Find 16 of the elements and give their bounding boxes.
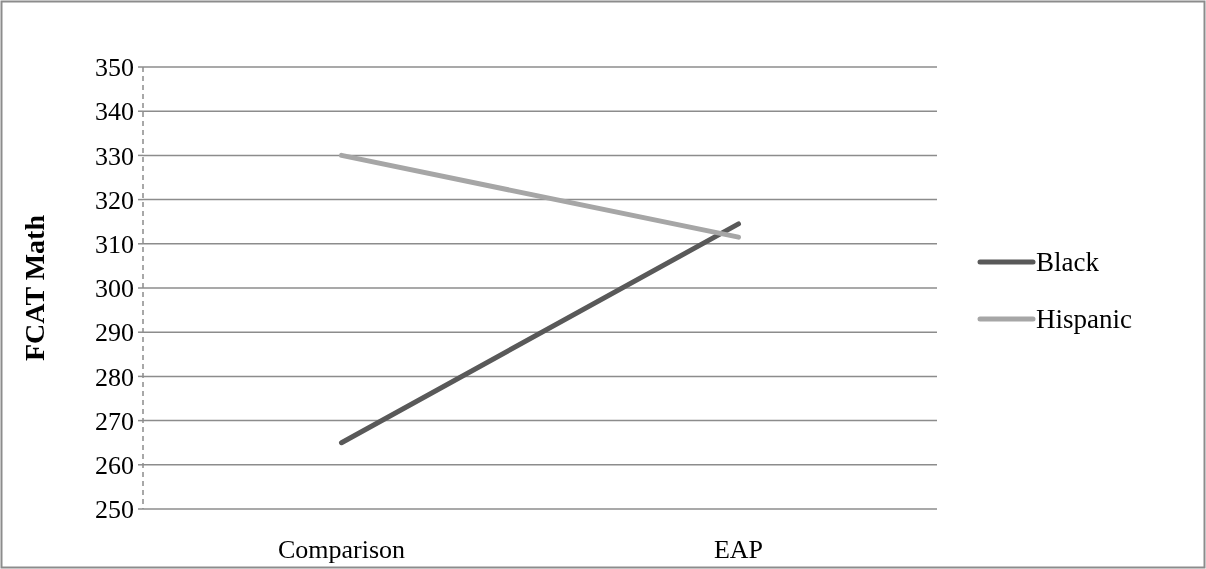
y-tick-label: 310 xyxy=(95,229,134,259)
x-tick-label: EAP xyxy=(713,535,764,564)
y-tick-label: 300 xyxy=(95,274,134,304)
y-tick-label: 270 xyxy=(95,406,134,436)
y-tick-label: 250 xyxy=(95,495,134,525)
y-tick-label: 320 xyxy=(95,185,134,215)
legend-label: Hispanic xyxy=(1036,304,1132,335)
y-tick-label: 280 xyxy=(95,362,134,392)
y-tick-label: 340 xyxy=(95,97,134,127)
y-tick-label: 330 xyxy=(95,141,134,171)
y-axis-title: FCAT Math xyxy=(19,214,50,361)
x-tick-label: Comparison xyxy=(277,535,406,564)
y-tick-label: 350 xyxy=(95,53,134,83)
legend-label: Black xyxy=(1036,247,1100,278)
y-tick-label: 290 xyxy=(95,318,134,348)
y-tick-label: 260 xyxy=(95,450,134,480)
